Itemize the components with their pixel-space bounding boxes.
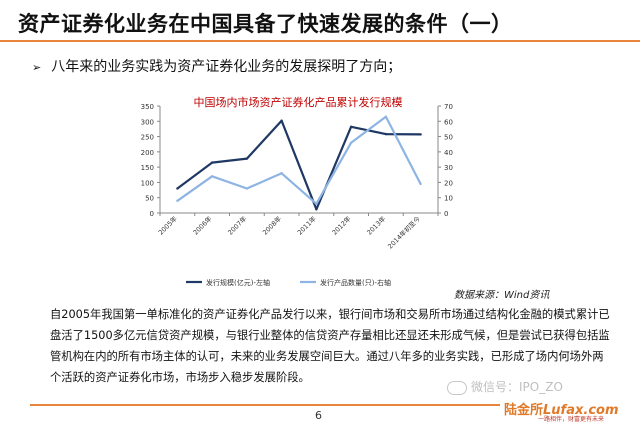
- left-tick-label: 150: [141, 164, 154, 172]
- chart-svg: 0 50 100 150 200 250 300 350 0 10 20 30 40 50 60 70 2005…: [141, 103, 453, 287]
- left-tick-label: 250: [141, 134, 154, 142]
- data-point: [280, 172, 283, 175]
- x-tick-label: 2011年: [295, 214, 318, 237]
- slide-title: 资产证券化业务在中国具备了快速发展的条件（一）: [18, 12, 513, 36]
- data-point: [315, 208, 318, 211]
- data-point: [419, 133, 422, 136]
- series-line-product-count: [176, 115, 422, 205]
- brand-logo: 陆金所Lufax.com: [504, 399, 619, 418]
- left-tick-label: 0: [150, 210, 154, 218]
- data-point: [210, 175, 214, 178]
- right-tick-label: 40: [444, 149, 453, 157]
- x-tick-label: 2014年初至今: [386, 214, 423, 251]
- arrow-bullet-icon: ➢: [32, 61, 42, 74]
- x-tick-label: 2012年: [330, 214, 353, 237]
- footer-divider: [30, 404, 500, 406]
- data-point: [315, 202, 318, 206]
- watermark-text: 微信号：IPO_ZO: [471, 380, 563, 394]
- left-tick-label: 300: [141, 118, 154, 126]
- data-point: [245, 187, 249, 190]
- legend-label: 发行产品数量(只)-右轴: [320, 278, 391, 287]
- x-tick-label: 2005年: [156, 214, 179, 237]
- right-tick-label: 20: [444, 179, 453, 187]
- x-tick-label: 2006年: [191, 214, 214, 237]
- legend-label: 发行规模(亿元)-左轴: [206, 278, 270, 287]
- x-tick-label: 2007年: [226, 214, 249, 237]
- wechat-icon: [447, 380, 467, 395]
- left-tick-label: 350: [141, 103, 154, 111]
- bullet-text: 八年来的业务实践为资产证券化业务的发展探明了方向；: [51, 59, 402, 75]
- data-source: 数据来源：Wind资讯: [454, 290, 550, 301]
- data-point: [245, 157, 249, 160]
- right-tick-label: 10: [444, 195, 453, 203]
- body-paragraph: 自2005年我国第一单标准化的资产证券化产品发行以来，银行间市场和交易所市场通过…: [50, 308, 610, 384]
- x-tick-label: 2013年: [365, 214, 388, 237]
- left-tick-label: 100: [141, 179, 154, 187]
- brand-cn: 陆金所: [504, 403, 544, 418]
- data-point: [349, 125, 353, 128]
- data-point: [349, 141, 353, 144]
- data-point: [419, 182, 422, 186]
- left-tick-label: 50: [145, 195, 154, 203]
- page-number: 6: [315, 409, 322, 422]
- wechat-watermark: 微信号：IPO_ZO: [447, 378, 563, 395]
- right-tick-label: 0: [444, 210, 448, 218]
- chart-title: 中国场内市场资产证券化产品累计发行规模: [193, 96, 403, 109]
- x-tick-label: 2008年: [260, 214, 283, 237]
- series-line-issuance-volume: [176, 119, 421, 211]
- brand-en: Lufax: [543, 403, 584, 418]
- right-tick-label: 70: [444, 103, 453, 111]
- chart: 中国场内市场资产证券化产品累计发行规模 0 50 100 150 200 250 300 35…: [124, 86, 472, 298]
- brand-slogan: 一路相伴，财富更有未来: [538, 416, 605, 423]
- left-tick-label: 200: [141, 149, 154, 157]
- data-point: [280, 119, 283, 122]
- brand-suffix: .com: [583, 403, 619, 418]
- data-point: [210, 161, 214, 164]
- data-point: [384, 132, 388, 136]
- bullet-point: ➢ 八年来的业务实践为资产证券化业务的发展探明了方向；: [32, 56, 401, 76]
- right-tick-label: 30: [444, 164, 453, 172]
- right-tick-label: 60: [444, 118, 453, 126]
- data-point: [176, 199, 179, 202]
- right-tick-label: 50: [444, 134, 453, 142]
- data-point: [384, 115, 388, 118]
- title-divider: [0, 40, 640, 42]
- data-point: [176, 187, 179, 190]
